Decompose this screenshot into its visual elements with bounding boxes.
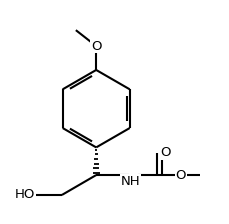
Text: O: O — [90, 40, 101, 53]
Text: HO: HO — [15, 188, 35, 201]
Text: NH: NH — [120, 175, 140, 188]
Text: O: O — [175, 168, 185, 181]
Text: O: O — [160, 146, 170, 159]
